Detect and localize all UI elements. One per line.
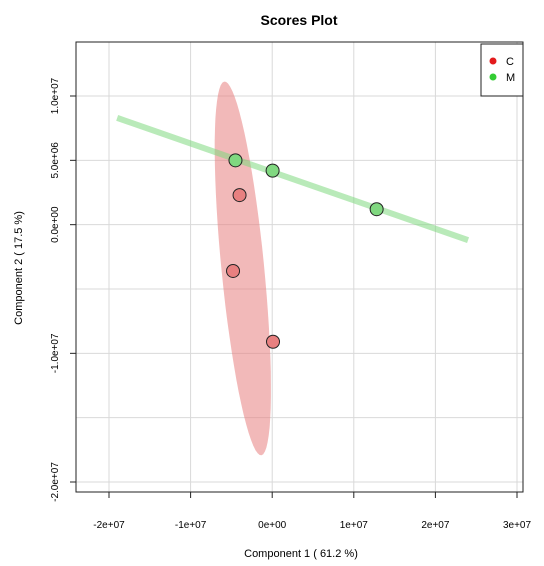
trend-band-m <box>116 115 470 243</box>
x-tick-label: 3e+07 <box>503 520 532 531</box>
x-tick-label: -2e+07 <box>93 520 125 531</box>
x-tick-label: 1e+07 <box>340 520 369 531</box>
data-point-m <box>369 202 384 217</box>
y-tick-label: -1.0e+07 <box>50 333 61 373</box>
data-point-c <box>226 263 241 278</box>
y-axis: 1.0e+07 5.0e+06 0.0e+00 -1.0e+07 -2.0e+07 <box>50 77 76 502</box>
legend-marker-c <box>489 57 497 65</box>
legend-label-c: C <box>506 56 514 68</box>
y-axis-label: Component 2 ( 17.5 %) <box>13 211 25 325</box>
legend: CM <box>480 43 524 97</box>
plot-frame <box>75 41 524 493</box>
points-layer <box>226 153 384 349</box>
y-tick-label: 1.0e+07 <box>50 77 61 114</box>
ellipse-layer <box>214 81 271 456</box>
y-tick-label: -2.0e+07 <box>50 462 61 502</box>
confidence-ellipse-c <box>214 81 271 456</box>
data-point-m <box>228 153 243 168</box>
x-tick-label: 2e+07 <box>421 520 450 531</box>
x-axis-label: Component 1 ( 61.2 %) <box>244 548 358 560</box>
legend-marker-m <box>489 73 497 81</box>
chart-title: Scores Plot <box>260 12 337 28</box>
grid <box>76 42 523 492</box>
legend-box <box>480 43 524 97</box>
legend-label-m: M <box>506 72 515 84</box>
x-tick-label: -1e+07 <box>175 520 207 531</box>
y-tick-label: 5.0e+06 <box>50 142 61 179</box>
x-tick-label: 0e+00 <box>258 520 287 531</box>
trend-layer <box>116 115 470 243</box>
data-point-m <box>265 163 280 178</box>
data-point-c <box>232 188 247 203</box>
y-tick-label: 0.0e+00 <box>50 206 61 243</box>
x-axis: -2e+07 -1e+07 0e+00 1e+07 2e+07 3e+07 <box>93 492 531 531</box>
data-point-c <box>266 334 281 349</box>
